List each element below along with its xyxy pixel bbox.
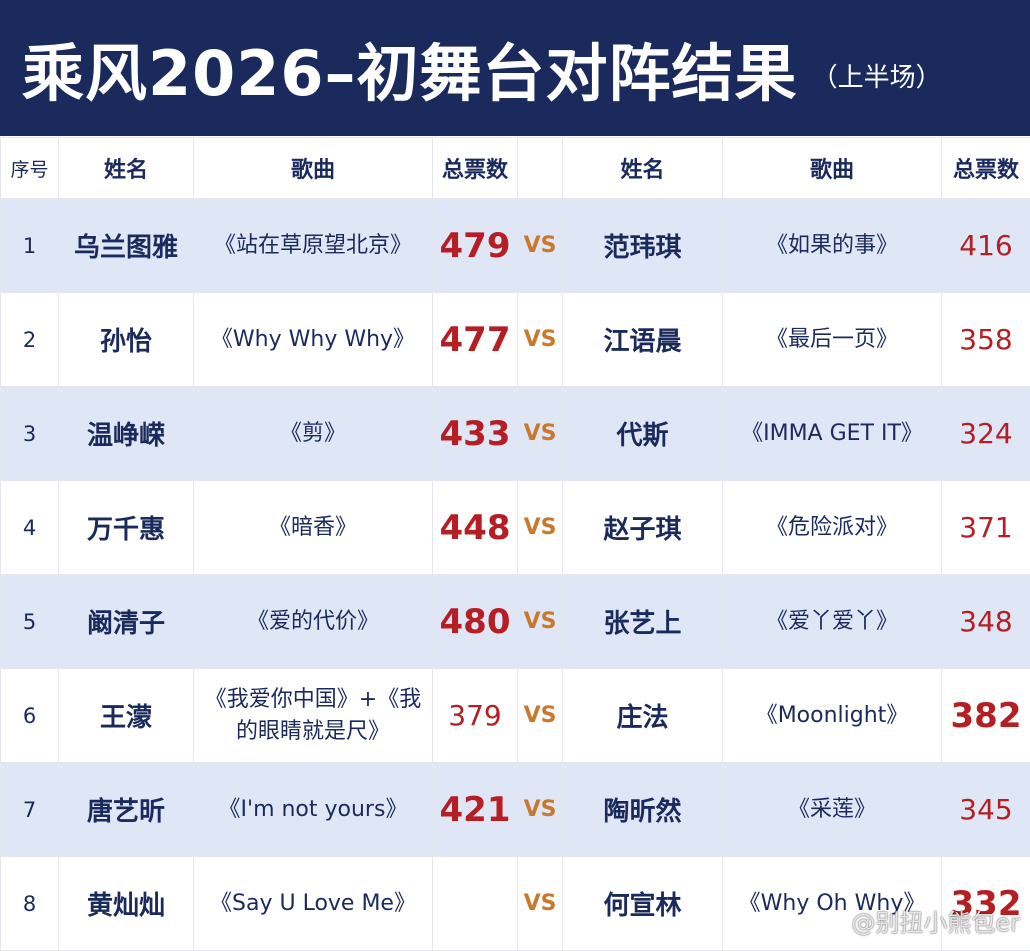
page-title: 乘风2026–初舞台对阵结果 [22,23,798,113]
song-right: 《IMMA GET IT》 [723,387,942,481]
contestant-name-left: 阚清子 [59,575,194,669]
vs-label: VS [518,669,563,763]
contestant-name-right: 张艺上 [563,575,723,669]
col-header-seq: 序号 [1,138,59,199]
vs-label: VS [518,857,563,951]
contestant-name-right: 何宣林 [563,857,723,951]
votes-left: 379 [433,669,518,763]
row-seq: 8 [1,857,59,951]
votes-left: 477 [433,293,518,387]
contestant-name-left: 温峥嵘 [59,387,194,481]
votes-right: 345 [942,763,1030,857]
watermark: @别扭小熊包er [851,903,1020,938]
votes-right: 416 [942,199,1030,293]
contestant-name-right: 江语晨 [563,293,723,387]
col-header-name-left: 姓名 [59,138,194,199]
votes-right: 324 [942,387,1030,481]
col-header-votes-left: 总票数 [433,138,518,199]
col-header-song-right: 歌曲 [723,138,942,199]
row-seq: 3 [1,387,59,481]
contestant-name-left: 王濛 [59,669,194,763]
row-seq: 6 [1,669,59,763]
song-left: 《Say U Love Me》 [194,857,433,951]
vs-label: VS [518,481,563,575]
song-right: 《最后一页》 [723,293,942,387]
page-subtitle: （上半场） [812,57,942,94]
song-left: 《剪》 [194,387,433,481]
header-row: 序号 姓名 歌曲 总票数 姓名 歌曲 总票数 [1,138,1030,199]
vs-label: VS [518,387,563,481]
votes-right: 371 [942,481,1030,575]
contestant-name-right: 陶昕然 [563,763,723,857]
col-header-votes-right: 总票数 [942,138,1030,199]
song-left: 《Why Why Why》 [194,293,433,387]
title-banner: 乘风2026–初舞台对阵结果 （上半场） [0,0,1030,136]
contestant-name-left: 万千惠 [59,481,194,575]
song-left: 《站在草原望北京》 [194,199,433,293]
contestant-name-right: 庄法 [563,669,723,763]
votes-left [433,857,518,951]
song-right: 《爱丫爱丫》 [723,575,942,669]
row-seq: 2 [1,293,59,387]
contestant-name-right: 赵子琪 [563,481,723,575]
contestant-name-left: 乌兰图雅 [59,199,194,293]
votes-right: 382 [942,669,1030,763]
vs-label: VS [518,575,563,669]
vs-label: VS [518,763,563,857]
song-right: 《采莲》 [723,763,942,857]
col-header-name-right: 姓名 [563,138,723,199]
col-header-vs [518,138,563,199]
votes-left: 433 [433,387,518,481]
song-right: 《Moonlight》 [723,669,942,763]
row-seq: 5 [1,575,59,669]
song-left: 《I'm not yours》 [194,763,433,857]
song-right: 《如果的事》 [723,199,942,293]
contestant-name-left: 唐艺昕 [59,763,194,857]
votes-left: 479 [433,199,518,293]
votes-left: 448 [433,481,518,575]
song-right: 《危险派对》 [723,481,942,575]
votes-left: 421 [433,763,518,857]
contestant-name-left: 黄灿灿 [59,857,194,951]
col-header-song-left: 歌曲 [194,138,433,199]
vs-label: VS [518,293,563,387]
row-seq: 4 [1,481,59,575]
contestant-name-left: 孙怡 [59,293,194,387]
votes-right: 358 [942,293,1030,387]
votes-left: 480 [433,575,518,669]
contestant-name-right: 范玮琪 [563,199,723,293]
song-left: 《爱的代价》 [194,575,433,669]
contestant-name-right: 代斯 [563,387,723,481]
row-seq: 1 [1,199,59,293]
song-left: 《我爱你中国》+《我的眼睛就是尺》 [194,669,433,763]
song-left: 《暗香》 [194,481,433,575]
votes-right: 348 [942,575,1030,669]
row-seq: 7 [1,763,59,857]
vs-label: VS [518,199,563,293]
